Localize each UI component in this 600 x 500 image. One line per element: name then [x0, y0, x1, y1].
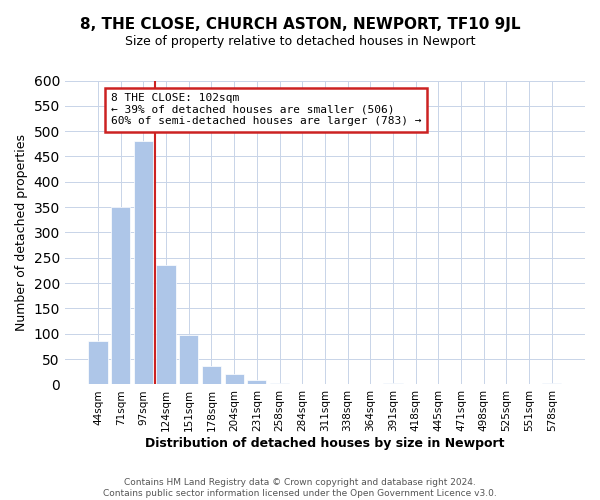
Y-axis label: Number of detached properties: Number of detached properties — [15, 134, 28, 331]
Bar — [88, 342, 108, 384]
Bar — [224, 374, 244, 384]
Bar — [111, 207, 130, 384]
Text: 8, THE CLOSE, CHURCH ASTON, NEWPORT, TF10 9JL: 8, THE CLOSE, CHURCH ASTON, NEWPORT, TF1… — [80, 18, 520, 32]
X-axis label: Distribution of detached houses by size in Newport: Distribution of detached houses by size … — [145, 437, 505, 450]
Text: Contains HM Land Registry data © Crown copyright and database right 2024.
Contai: Contains HM Land Registry data © Crown c… — [103, 478, 497, 498]
Bar — [179, 336, 199, 384]
Text: Size of property relative to detached houses in Newport: Size of property relative to detached ho… — [125, 35, 475, 48]
Bar — [157, 266, 176, 384]
Bar — [247, 380, 266, 384]
Bar — [202, 366, 221, 384]
Text: 8 THE CLOSE: 102sqm
← 39% of detached houses are smaller (506)
60% of semi-detac: 8 THE CLOSE: 102sqm ← 39% of detached ho… — [110, 93, 421, 126]
Bar — [134, 142, 153, 384]
